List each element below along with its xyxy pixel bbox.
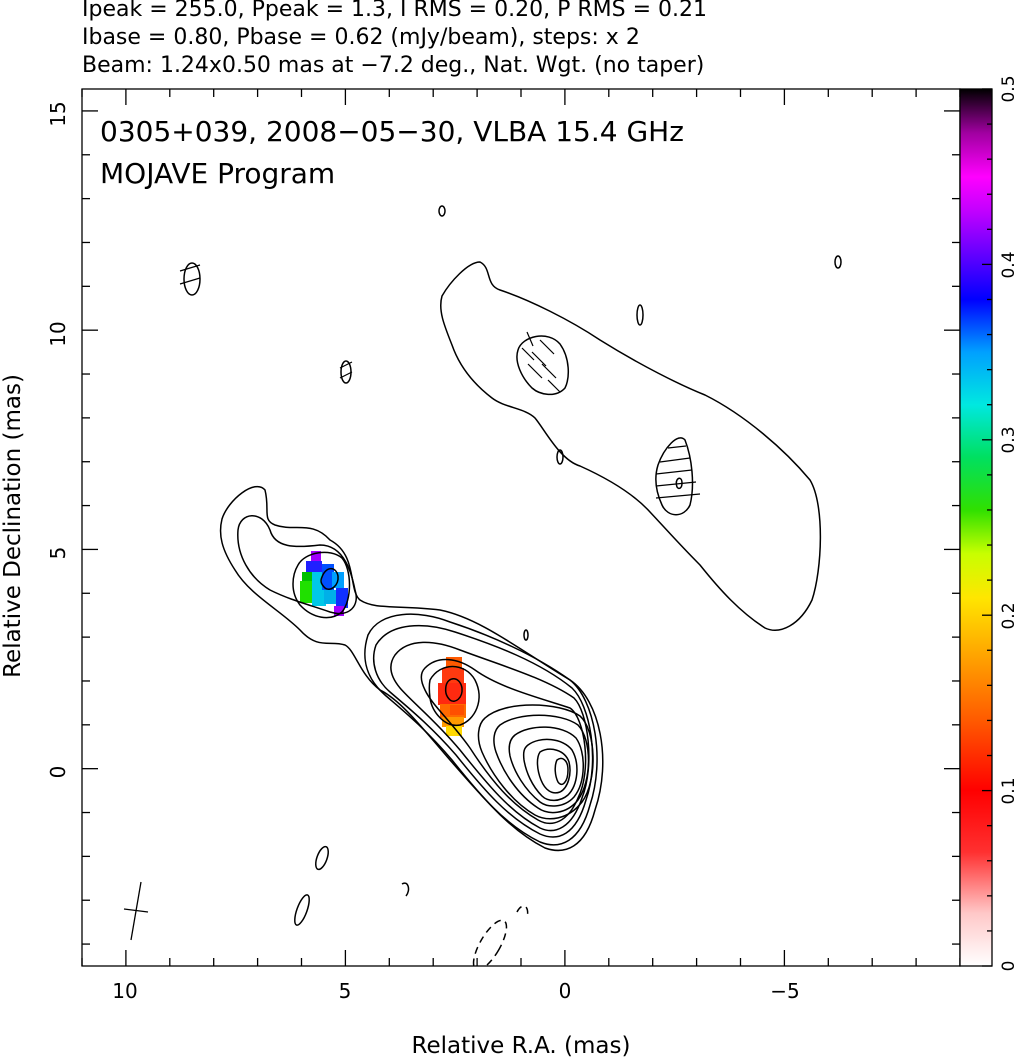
contour-core-11 bbox=[536, 748, 571, 794]
x-tick-label: 5 bbox=[339, 979, 352, 1003]
contour-island-10 bbox=[401, 882, 410, 897]
contour-core-9 bbox=[508, 726, 584, 807]
contour-level-3-east bbox=[292, 551, 351, 619]
header-line-3: Beam: 1.24x0.50 mas at −7.2 deg., Nat. W… bbox=[82, 53, 704, 78]
contour-inner-knot-peak bbox=[444, 678, 463, 702]
contour-level-4-main bbox=[390, 641, 590, 832]
contour-nw-knot-2-peak bbox=[675, 477, 683, 490]
contour-island-3 bbox=[340, 360, 352, 384]
source-annotation: 0305+039, 2008−05−30, VLBA 15.4 GHz bbox=[100, 115, 684, 148]
program-annotation: MOJAVE Program bbox=[100, 157, 335, 190]
polarization-knot-outer bbox=[300, 551, 348, 616]
contour-peak-east bbox=[320, 567, 339, 590]
colorbar-tick-label: 0.2 bbox=[999, 602, 1019, 629]
contour-nw-knot-1 bbox=[516, 335, 570, 396]
colorbar-ticks bbox=[982, 88, 992, 967]
contour-negative-1 bbox=[472, 919, 508, 966]
y-axis-label: Relative Declination (mas) bbox=[0, 374, 26, 678]
colorbar-tick-label: 0 bbox=[999, 961, 1019, 972]
colorbar-tick-label: 0.5 bbox=[999, 75, 1019, 102]
contour-island-2 bbox=[183, 262, 201, 296]
contour-core-8 bbox=[493, 714, 590, 814]
x-axis-label: Relative R.A. (mas) bbox=[412, 1033, 631, 1059]
contours bbox=[183, 205, 842, 966]
contour-island-7 bbox=[523, 629, 529, 641]
beam-marker bbox=[123, 881, 149, 941]
plot-frame bbox=[81, 88, 961, 967]
x-tick-label: 10 bbox=[112, 979, 137, 1003]
contour-northwest-jet bbox=[440, 261, 822, 631]
contour-level-3-main bbox=[372, 624, 594, 838]
colorbar-tick-label: 0.4 bbox=[999, 251, 1019, 278]
colorbar-tick-label: 0.1 bbox=[999, 777, 1019, 804]
contour-negative-2 bbox=[516, 905, 529, 919]
x-tick-label: −5 bbox=[770, 979, 799, 1003]
contour-level-6-main bbox=[428, 665, 480, 727]
contour-island-5 bbox=[834, 255, 842, 269]
contour-core-10 bbox=[522, 738, 578, 802]
contour-island-4 bbox=[636, 304, 644, 326]
contour-level-2-east bbox=[237, 515, 357, 615]
evpa-vectors bbox=[179, 264, 701, 499]
contour-core-peak bbox=[554, 757, 569, 786]
contour-nw-knot-2 bbox=[655, 437, 694, 516]
contour-island-1 bbox=[438, 205, 446, 217]
y-tick-label: 0 bbox=[46, 766, 70, 779]
contour-island-8 bbox=[315, 845, 329, 871]
colorbar bbox=[959, 88, 993, 967]
axis-ticks bbox=[81, 89, 961, 966]
x-tick-label: 0 bbox=[559, 979, 572, 1003]
y-tick-label: 15 bbox=[46, 101, 70, 126]
contour-core-7 bbox=[477, 704, 594, 820]
header-line-2: Ibase = 0.80, Pbase = 0.62 (mJy/beam), s… bbox=[82, 25, 640, 50]
contour-level-5-main bbox=[420, 658, 587, 825]
y-tick-label: 5 bbox=[46, 547, 70, 560]
contour-island-9 bbox=[294, 894, 310, 926]
colorbar-tick-label: 0.3 bbox=[999, 426, 1019, 453]
header-line-1: Ipeak = 255.0, Ppeak = 1.3, I RMS = 0.20… bbox=[82, 0, 707, 22]
contour-lowest-southeast bbox=[219, 485, 604, 852]
contour-island-6 bbox=[556, 449, 564, 465]
y-tick-label: 10 bbox=[46, 321, 70, 346]
contour-level-2-main bbox=[364, 613, 598, 846]
